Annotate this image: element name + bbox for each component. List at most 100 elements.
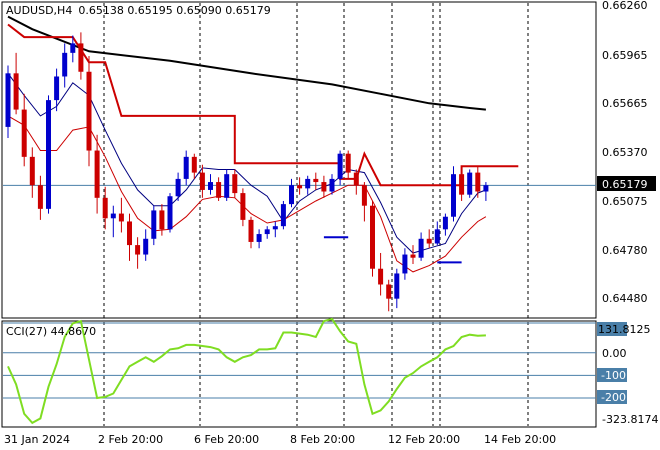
price-pane-frame bbox=[1, 1, 597, 319]
candle-body bbox=[191, 156, 197, 173]
candle-body bbox=[21, 109, 27, 157]
candle-body bbox=[426, 238, 432, 244]
candle bbox=[159, 204, 165, 236]
candle-body bbox=[110, 213, 116, 219]
candle-body bbox=[345, 153, 351, 173]
candle-body bbox=[199, 172, 205, 190]
price-label: 0.65370 bbox=[602, 146, 648, 159]
cci-series-line bbox=[7, 317, 486, 425]
indicator-axis[interactable]: 131.8125 0.00 -100 -200 -323.8174 bbox=[597, 322, 658, 426]
candle bbox=[232, 169, 238, 198]
symbol-title: AUDUSD,H4 0.65138 0.65195 0.65090 0.65179 bbox=[6, 4, 271, 17]
candle-body bbox=[297, 185, 303, 189]
candle-body bbox=[143, 238, 149, 255]
candle bbox=[483, 182, 489, 201]
candle-body bbox=[305, 178, 311, 189]
candle bbox=[5, 65, 11, 138]
cci-minus200-label: -200 bbox=[601, 391, 626, 404]
candle-body bbox=[370, 205, 375, 269]
price-label: 0.66260 bbox=[602, 0, 648, 12]
candle-body bbox=[386, 284, 392, 299]
candle bbox=[337, 150, 343, 186]
candle-body bbox=[13, 73, 19, 110]
price-axis[interactable]: 0.66260 0.65965 0.65665 0.65370 0.65075 … bbox=[597, 0, 656, 305]
candle bbox=[191, 153, 197, 179]
candle bbox=[21, 93, 27, 167]
candle-body bbox=[353, 172, 359, 186]
candle-body bbox=[86, 71, 92, 151]
candle-body bbox=[208, 182, 213, 190]
candle-body bbox=[159, 210, 165, 230]
candle bbox=[370, 200, 375, 277]
cci-min-label: -323.8174 bbox=[602, 413, 658, 426]
candle-body bbox=[451, 174, 456, 217]
candle bbox=[264, 226, 270, 239]
candle bbox=[127, 213, 132, 261]
candle bbox=[426, 229, 432, 249]
candle bbox=[394, 268, 400, 309]
candle bbox=[216, 177, 222, 201]
candle bbox=[402, 248, 408, 280]
candle bbox=[46, 95, 51, 214]
candle bbox=[256, 229, 262, 249]
candle-body bbox=[224, 174, 230, 198]
candle bbox=[70, 35, 76, 63]
candle-body bbox=[240, 193, 246, 220]
candle-body bbox=[54, 76, 60, 101]
candle-body bbox=[102, 197, 108, 219]
time-label: 12 Feb 20:00 bbox=[388, 433, 460, 446]
candle-body bbox=[467, 172, 473, 195]
candle bbox=[378, 252, 384, 296]
candle bbox=[224, 169, 230, 201]
ohlc-readout: 0.65138 0.65195 0.65090 0.65179 bbox=[78, 4, 270, 17]
candle-body bbox=[70, 43, 76, 53]
cci-line bbox=[7, 317, 486, 425]
candle-body bbox=[183, 156, 189, 179]
candle bbox=[410, 245, 416, 264]
candle bbox=[94, 134, 100, 214]
candle-body bbox=[410, 254, 416, 258]
candle bbox=[54, 68, 60, 112]
candle-body bbox=[475, 172, 481, 192]
candle bbox=[29, 147, 35, 198]
candle bbox=[272, 221, 278, 238]
candle bbox=[442, 213, 448, 236]
candle-body bbox=[135, 245, 141, 255]
candle bbox=[248, 216, 254, 249]
candle-body bbox=[378, 268, 384, 285]
candle bbox=[345, 150, 351, 179]
candles[interactable] bbox=[5, 32, 489, 312]
candle bbox=[418, 232, 424, 261]
candle-body bbox=[127, 221, 132, 246]
candle bbox=[102, 186, 108, 230]
time-axis[interactable]: 31 Jan 2024 2 Feb 20:00 6 Feb 20:00 8 Fe… bbox=[4, 433, 556, 446]
candle bbox=[199, 164, 205, 198]
candle bbox=[62, 43, 68, 88]
candle-body bbox=[418, 238, 424, 258]
candle-body bbox=[313, 178, 319, 183]
candle-body bbox=[402, 254, 408, 274]
price-label: 0.65075 bbox=[602, 195, 648, 208]
candle bbox=[386, 279, 392, 312]
candle-body bbox=[321, 182, 327, 192]
candle bbox=[37, 175, 43, 220]
candle bbox=[78, 32, 84, 80]
candle bbox=[313, 172, 319, 190]
cci-max-label: 131.8125 bbox=[598, 323, 651, 336]
ma-slow-line bbox=[7, 15, 486, 111]
candle bbox=[459, 169, 465, 201]
candle-body bbox=[29, 156, 35, 186]
candle-body bbox=[167, 196, 173, 230]
symbol-timeframe: AUDUSD,H4 bbox=[6, 4, 72, 17]
candle bbox=[135, 237, 141, 269]
candle-body bbox=[280, 204, 286, 227]
price-label: 0.65665 bbox=[602, 97, 648, 110]
period-separators bbox=[103, 3, 529, 426]
candle-body bbox=[264, 229, 270, 235]
candle bbox=[183, 150, 189, 186]
candle-body bbox=[361, 185, 367, 206]
candle-body bbox=[216, 182, 222, 198]
candle bbox=[361, 182, 367, 222]
